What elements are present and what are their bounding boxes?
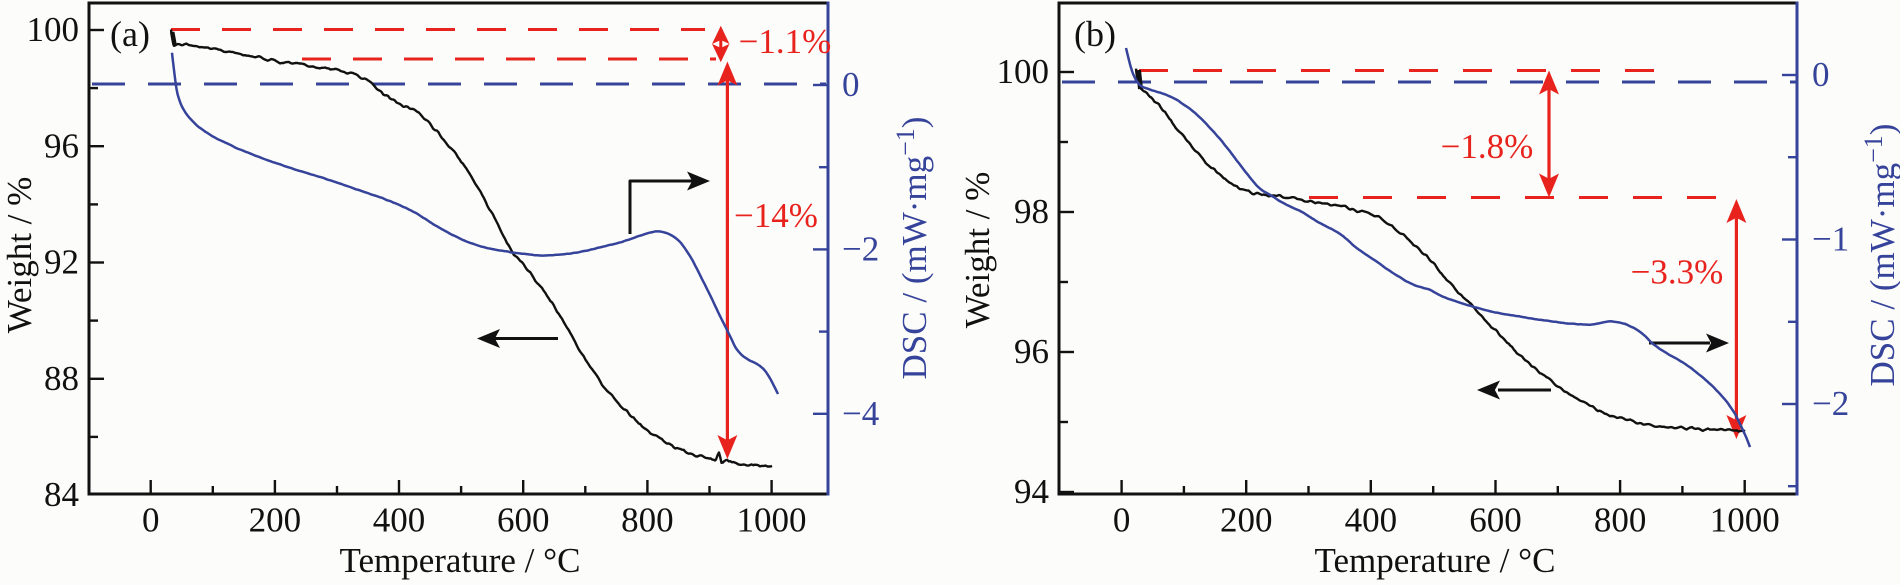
- svg-text:−1.1%: −1.1%: [739, 22, 832, 61]
- svg-text:(a): (a): [110, 14, 150, 54]
- svg-text:−2: −2: [842, 229, 879, 268]
- svg-text:Weight / %: Weight / %: [0, 177, 39, 334]
- svg-text:92: 92: [44, 243, 79, 282]
- svg-text:DSC / (mW·mg−1): DSC / (mW·mg−1): [1859, 124, 1900, 387]
- svg-text:0: 0: [1113, 501, 1131, 540]
- svg-text:−1: −1: [1812, 220, 1849, 259]
- svg-text:600: 600: [497, 501, 550, 540]
- svg-text:200: 200: [249, 501, 302, 540]
- svg-text:100: 100: [27, 10, 80, 49]
- svg-text:88: 88: [44, 359, 79, 398]
- svg-text:−2: −2: [1812, 384, 1849, 423]
- svg-text:98: 98: [1014, 192, 1049, 231]
- svg-text:−14%: −14%: [734, 196, 818, 235]
- svg-text:94: 94: [1014, 472, 1049, 511]
- svg-text:0: 0: [1812, 55, 1830, 94]
- svg-text:600: 600: [1469, 501, 1522, 540]
- svg-text:200: 200: [1220, 501, 1273, 540]
- svg-text:1000: 1000: [1710, 501, 1780, 540]
- svg-text:96: 96: [1014, 332, 1049, 371]
- svg-text:−4: −4: [842, 394, 879, 433]
- svg-text:1000: 1000: [737, 501, 807, 540]
- svg-text:DSC / (mW·mg−1): DSC / (mW·mg−1): [891, 117, 934, 380]
- svg-text:(b): (b): [1074, 14, 1116, 54]
- svg-text:84: 84: [44, 475, 79, 514]
- svg-text:0: 0: [842, 65, 860, 104]
- svg-text:100: 100: [997, 52, 1050, 91]
- svg-text:400: 400: [373, 501, 426, 540]
- svg-text:−3.3%: −3.3%: [1631, 253, 1724, 292]
- svg-text:Temperature / °C: Temperature / °C: [1315, 541, 1556, 580]
- svg-text:400: 400: [1345, 501, 1398, 540]
- svg-text:−1.8%: −1.8%: [1441, 127, 1534, 166]
- svg-text:0: 0: [142, 501, 160, 540]
- svg-text:96: 96: [44, 126, 79, 165]
- svg-text:Weight / %: Weight / %: [958, 172, 997, 329]
- svg-text:800: 800: [1594, 501, 1647, 540]
- svg-text:Temperature / °C: Temperature / °C: [340, 541, 581, 580]
- svg-text:800: 800: [621, 501, 674, 540]
